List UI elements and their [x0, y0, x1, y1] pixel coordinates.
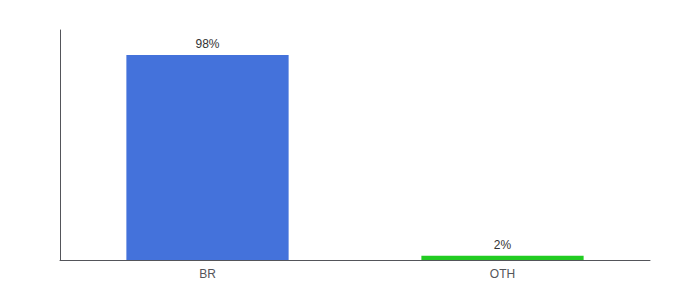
- svg-text:98%: 98%: [195, 37, 219, 51]
- svg-text:2%: 2%: [494, 238, 512, 252]
- svg-text:BR: BR: [199, 267, 216, 281]
- svg-text:OTH: OTH: [490, 267, 515, 281]
